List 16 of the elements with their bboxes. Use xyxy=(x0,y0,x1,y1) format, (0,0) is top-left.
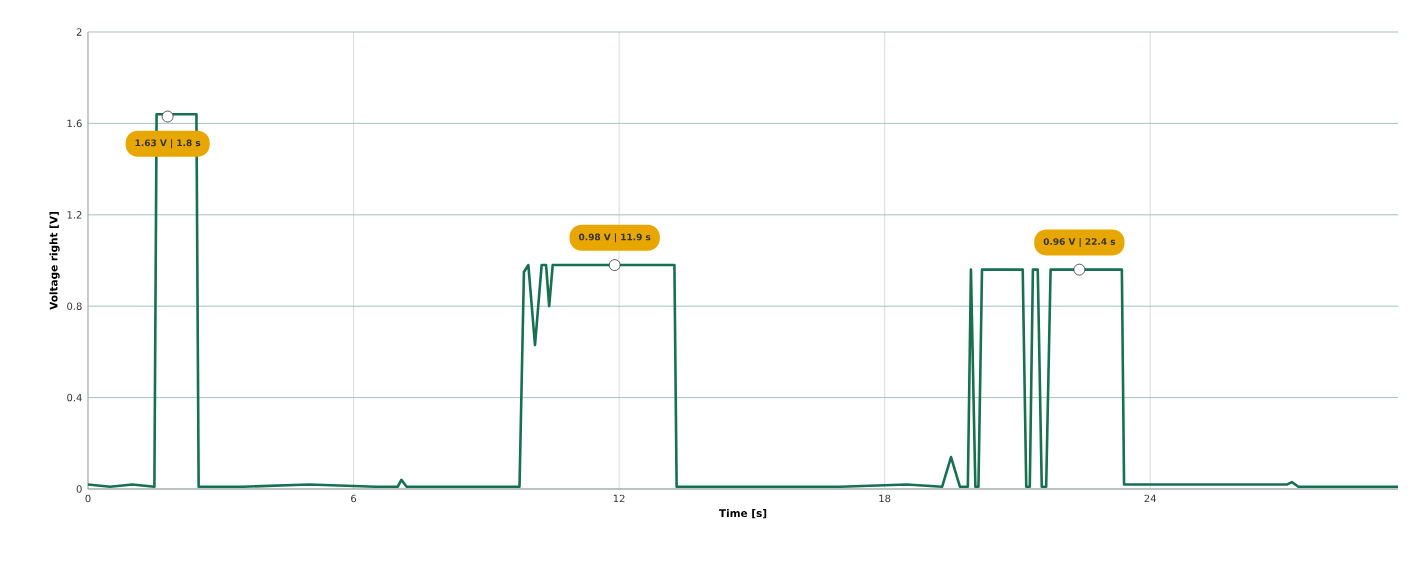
y-tick-label: 0 xyxy=(76,485,82,493)
annotation: 1.63 V | 1.8 s xyxy=(135,139,201,149)
x-tick-label: 24 xyxy=(1144,494,1156,503)
x-tick-label: 12 xyxy=(613,494,625,503)
y-tick-label: 1.2 xyxy=(67,211,82,219)
y-axis-title: Voltage right [V] xyxy=(49,212,60,310)
y-tick-label: 1.6 xyxy=(67,119,82,128)
x-tick-label: 6 xyxy=(351,494,357,503)
x-tick-label: 0 xyxy=(85,494,91,503)
y-tick-label: 2 xyxy=(76,28,82,36)
annotation: 0.98 V | 11.9 s xyxy=(578,233,651,243)
y-tick-label: 0.4 xyxy=(67,393,82,402)
annotation: 0.96 V | 22.4 s xyxy=(1043,237,1116,247)
x-axis-title: Time [s] xyxy=(718,509,767,519)
y-tick-label: 0.8 xyxy=(67,302,82,310)
x-tick-label: 18 xyxy=(879,494,891,503)
